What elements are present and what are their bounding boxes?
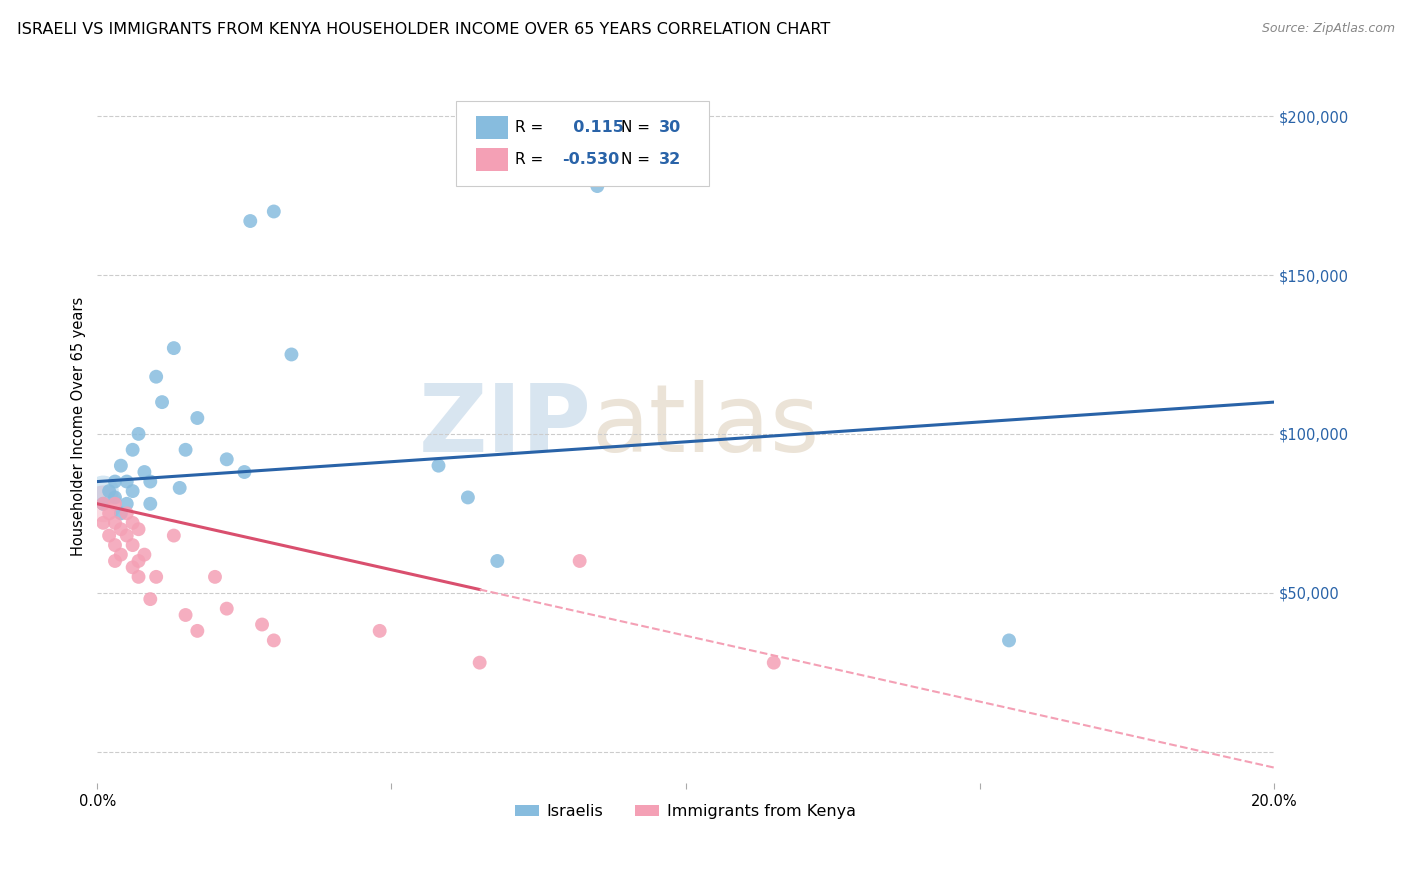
Point [128,522,150,536]
FancyBboxPatch shape [477,117,508,139]
Point [762,656,785,670]
Point [134,465,156,479]
Point [91,484,114,499]
Point [457,491,479,505]
Text: R =: R = [515,152,543,167]
Point [145,369,167,384]
Point [104,491,127,505]
Point [115,475,138,489]
Point [145,570,167,584]
Text: R =: R = [515,120,543,135]
Point [110,506,132,520]
Point [174,442,197,457]
Point [139,497,162,511]
Point [104,475,127,489]
Point [368,624,391,638]
Point [104,538,127,552]
Text: N =: N = [621,120,650,135]
Point [104,497,127,511]
Point [128,570,150,584]
Point [163,528,186,542]
Point [91,516,114,530]
Y-axis label: Householder Income Over 65 years: Householder Income Over 65 years [72,296,86,556]
Point [263,633,285,648]
Point [468,656,491,670]
Point [115,497,138,511]
Point [104,516,127,530]
Text: N =: N = [621,152,650,167]
Point [186,624,208,638]
Point [110,458,132,473]
Text: atlas: atlas [592,380,820,472]
Point [280,347,302,361]
Point [233,465,256,479]
Text: -0.530: -0.530 [562,152,619,167]
Point [486,554,509,568]
Point [586,179,609,194]
Point [239,214,262,228]
Point [250,617,273,632]
Point [163,341,186,355]
Point [91,497,114,511]
Point [427,458,450,473]
Point [174,607,197,622]
Point [91,497,114,511]
Text: 30: 30 [658,120,681,135]
Point [110,522,132,536]
Point [215,452,238,467]
Point [115,506,138,520]
Point [186,411,208,425]
Point [98,506,121,520]
Point [91,497,114,511]
Point [121,484,143,499]
Point [98,528,121,542]
Point [150,395,173,409]
Point [134,548,156,562]
FancyBboxPatch shape [477,148,508,170]
Point [568,554,591,568]
Point [139,475,162,489]
Text: 0.115: 0.115 [562,120,624,135]
Point [121,516,143,530]
Point [115,528,138,542]
Point [169,481,191,495]
Point [139,592,162,607]
Point [215,601,238,615]
Text: Source: ZipAtlas.com: Source: ZipAtlas.com [1261,22,1395,36]
Point [128,554,150,568]
Text: 32: 32 [658,152,681,167]
Point [121,560,143,574]
Point [98,484,121,499]
Point [121,538,143,552]
Legend: Israelis, Immigrants from Kenya: Israelis, Immigrants from Kenya [509,797,863,825]
Point [204,570,226,584]
Point [110,548,132,562]
Text: ISRAELI VS IMMIGRANTS FROM KENYA HOUSEHOLDER INCOME OVER 65 YEARS CORRELATION CH: ISRAELI VS IMMIGRANTS FROM KENYA HOUSEHO… [17,22,830,37]
Text: ZIP: ZIP [419,380,592,472]
FancyBboxPatch shape [456,101,709,186]
Point [998,633,1021,648]
Point [263,204,285,219]
Point [128,426,150,441]
Point [121,442,143,457]
Point [104,554,127,568]
